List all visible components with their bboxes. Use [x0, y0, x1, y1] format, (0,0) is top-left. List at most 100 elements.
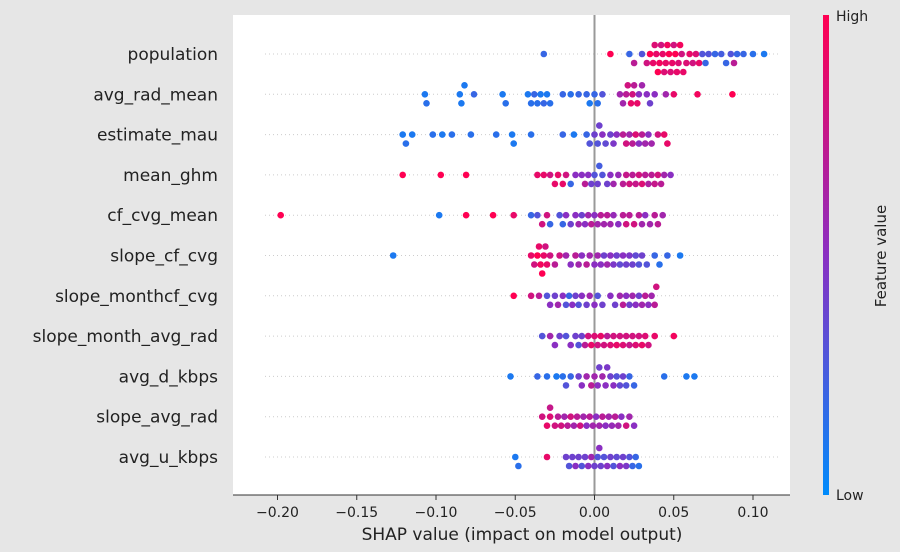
shap-point	[596, 422, 603, 430]
shap-point	[653, 50, 660, 58]
shap-point	[584, 462, 592, 470]
shap-point	[534, 252, 541, 259]
shap-point	[616, 382, 624, 389]
shap-point	[630, 422, 638, 430]
shap-point	[594, 220, 601, 228]
shap-point	[583, 131, 590, 138]
shap-point	[575, 91, 582, 98]
shap-point	[656, 59, 663, 67]
shap-point	[651, 301, 658, 309]
shap-point	[733, 50, 741, 58]
shap-point	[686, 50, 693, 58]
shap-point	[594, 341, 601, 349]
shap-point	[570, 422, 578, 430]
shap-point	[643, 261, 651, 268]
shap-point	[610, 211, 617, 219]
shap-point	[543, 261, 551, 268]
shap-point	[588, 180, 595, 188]
shap-point	[439, 131, 446, 138]
shap-point	[458, 100, 465, 107]
shap-point	[540, 252, 548, 259]
shap-point	[594, 180, 601, 188]
shap-point	[562, 332, 570, 340]
shap-point	[527, 100, 535, 107]
shap-point	[507, 373, 514, 380]
shap-point	[678, 50, 685, 58]
shap-point	[538, 413, 546, 421]
shap-point	[635, 332, 643, 340]
shap-point	[492, 131, 500, 138]
shap-point	[630, 82, 638, 89]
colorbar	[823, 15, 829, 495]
shap-point	[729, 91, 736, 98]
shap-point	[607, 453, 614, 461]
shap-point	[651, 180, 658, 188]
shap-point	[570, 131, 578, 138]
shap-point	[670, 332, 678, 340]
shap-point	[554, 171, 562, 179]
shap-point	[660, 131, 668, 138]
shap-point	[589, 422, 597, 430]
shap-point	[667, 68, 674, 76]
shap-point	[749, 50, 757, 58]
shap-point	[575, 341, 582, 349]
shap-point	[760, 50, 768, 58]
shap-point	[456, 91, 464, 98]
shap-point	[602, 422, 609, 430]
shap-point	[562, 301, 570, 309]
shap-point	[629, 171, 636, 179]
shap-point	[591, 261, 598, 268]
shap-point	[580, 413, 587, 421]
shap-point	[683, 373, 690, 380]
shap-point	[619, 211, 627, 219]
shap-point	[591, 373, 598, 380]
shap-point	[619, 373, 627, 380]
shap-point	[534, 373, 541, 380]
shap-point	[575, 220, 582, 228]
shap-point	[576, 422, 584, 430]
shap-point	[584, 211, 592, 219]
shap-point	[567, 413, 574, 421]
feature-label: slope_month_avg_rad	[33, 327, 218, 347]
shap-point	[616, 292, 624, 300]
shap-point	[626, 413, 633, 421]
shap-point	[578, 252, 586, 259]
shap-point	[546, 252, 554, 259]
shap-point	[557, 422, 565, 430]
shap-point	[489, 211, 497, 219]
shap-point	[641, 211, 649, 219]
shap-point	[619, 180, 627, 188]
shap-point	[586, 292, 593, 300]
shap-point	[635, 261, 643, 268]
shap-point	[740, 50, 747, 58]
shap-point	[629, 140, 636, 147]
shap-point	[615, 220, 622, 228]
shap-point	[622, 462, 630, 470]
shap-point	[565, 462, 573, 470]
shap-point	[605, 413, 613, 421]
shap-point	[421, 91, 429, 98]
shap-point	[626, 252, 633, 259]
shap-point	[540, 100, 548, 107]
shap-point	[635, 140, 643, 147]
shap-point	[689, 59, 697, 67]
shap-point	[662, 59, 670, 67]
shap-point	[660, 373, 668, 380]
shap-point	[622, 422, 630, 430]
colorbar-low-label: Low	[836, 488, 864, 504]
shap-point	[651, 41, 658, 49]
shap-point	[656, 261, 663, 268]
shap-point	[619, 453, 627, 461]
shap-point	[559, 131, 567, 138]
shap-point	[559, 220, 567, 228]
shap-point	[578, 462, 586, 470]
shap-point	[627, 100, 635, 107]
shap-point	[622, 382, 630, 389]
shap-point	[607, 131, 614, 138]
shap-point	[665, 50, 673, 58]
shap-point	[556, 332, 563, 340]
shap-point	[510, 211, 517, 219]
feature-label: slope_monthcf_cvg	[55, 287, 218, 307]
shap-point	[626, 211, 633, 219]
shap-point	[429, 131, 437, 138]
